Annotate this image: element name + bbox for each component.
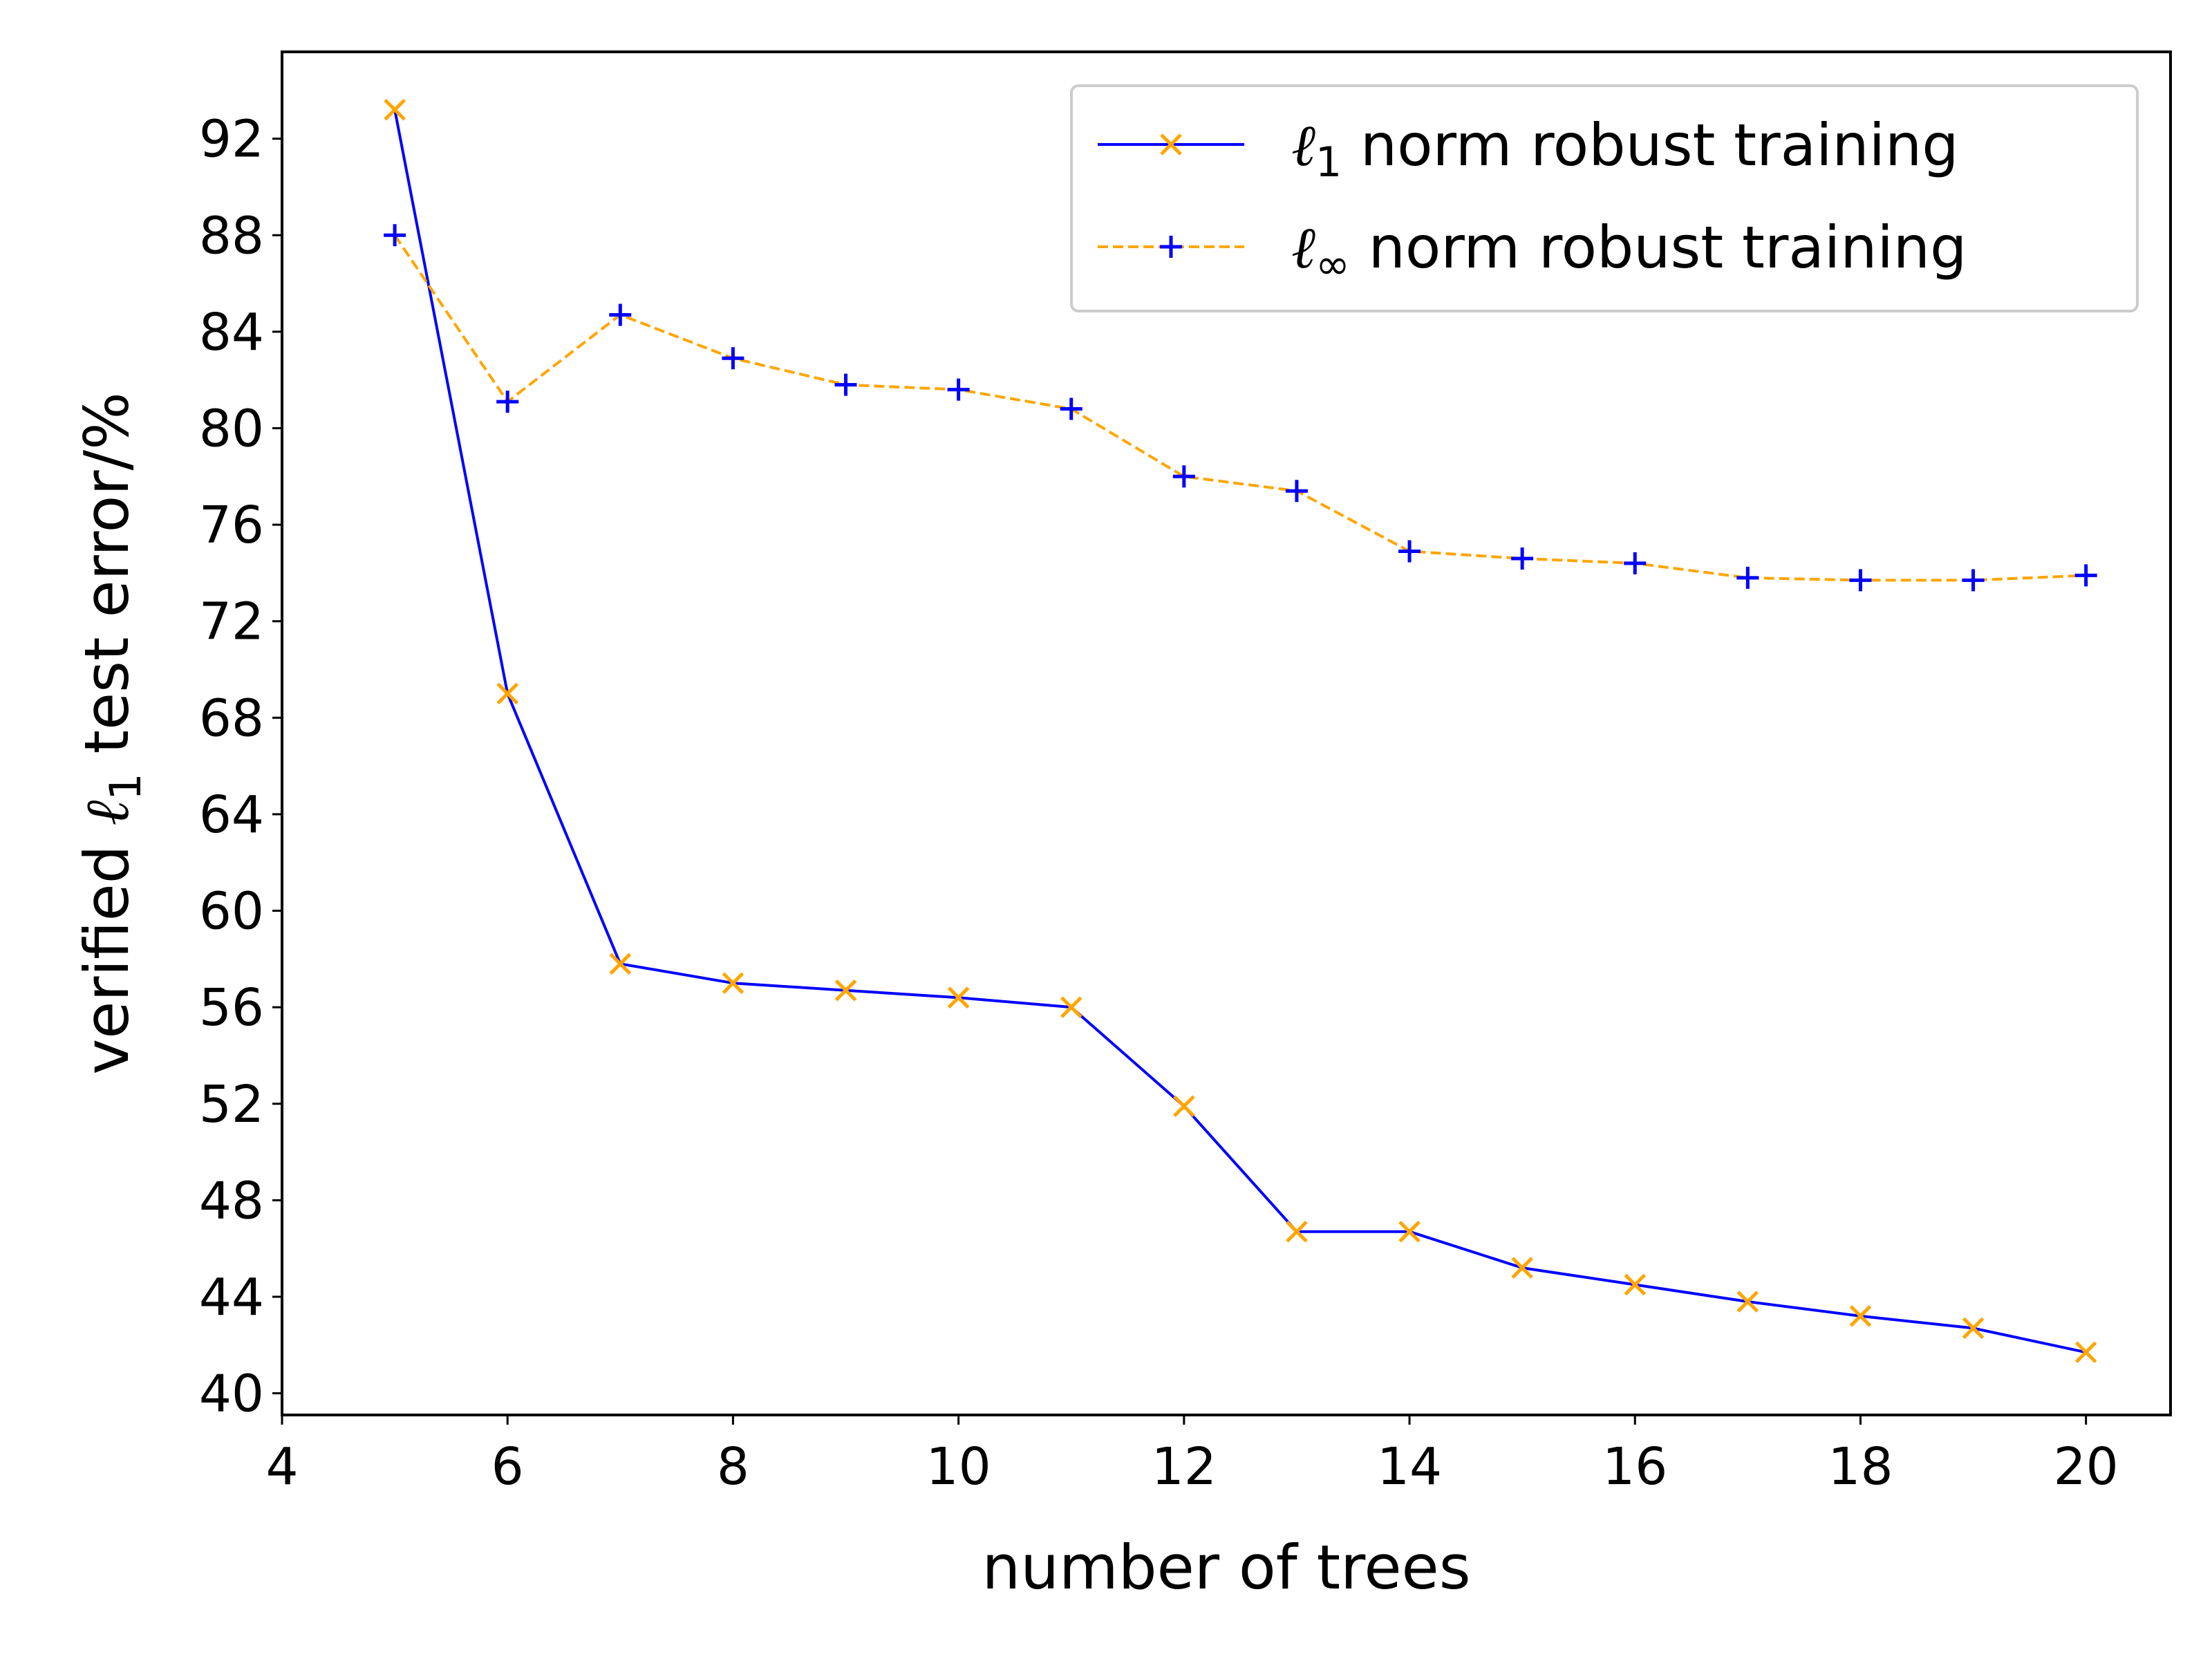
legend-marker xyxy=(1160,236,1182,258)
series-1-point xyxy=(1286,1220,1308,1243)
plot-area xyxy=(281,50,2172,1416)
series-2-point xyxy=(834,373,857,396)
legend: ℓ1 norm robust training ℓ∞ norm robust tr… xyxy=(1070,84,2139,312)
y-tick-label: 48 xyxy=(199,1171,264,1230)
series-2-point xyxy=(1736,566,1759,589)
series-1-point xyxy=(1060,996,1082,1018)
series-1-point xyxy=(496,682,518,705)
series-2-point xyxy=(947,378,970,401)
series-2 xyxy=(384,224,2097,592)
series-2-point xyxy=(384,224,406,247)
series-2-point xyxy=(722,347,744,370)
x-tick-label: 12 xyxy=(1152,1437,1217,1497)
series-2-point xyxy=(1511,547,1534,570)
series-1-point xyxy=(722,972,744,995)
series-2-point xyxy=(496,391,519,413)
series-2-point xyxy=(1060,397,1082,420)
y-tick-label: 88 xyxy=(199,206,264,265)
series-1-point xyxy=(1624,1273,1647,1296)
x-tick-label: 8 xyxy=(717,1437,749,1497)
x-tick-label: 4 xyxy=(265,1437,298,1497)
series-2-point xyxy=(1398,540,1421,563)
x-tick-label: 14 xyxy=(1377,1437,1442,1497)
series-1-point xyxy=(1173,1095,1195,1118)
y-tick-label: 80 xyxy=(199,399,264,458)
series-2-point xyxy=(1285,480,1308,503)
legend-item-1: ℓ1 norm robust training xyxy=(1098,111,1959,187)
x-tick-label: 10 xyxy=(926,1437,991,1497)
series-1-line xyxy=(393,109,2087,1354)
y-tick-label: 60 xyxy=(199,882,264,941)
x-axis-title: number of trees xyxy=(982,1532,1470,1603)
series-1-point xyxy=(1849,1305,1872,1327)
legend-label: ℓ∞ norm robust training xyxy=(1291,214,1967,289)
series-1-point xyxy=(1962,1317,1985,1340)
y-tick-label: 76 xyxy=(199,496,264,555)
y-tick-label: 92 xyxy=(199,110,264,169)
y-tick-label: 52 xyxy=(199,1075,264,1134)
y-tick-label: 84 xyxy=(199,303,264,362)
series-2-line xyxy=(393,234,2086,582)
series-1-point xyxy=(384,98,406,121)
axis-ticks: 4 6 8 10 12 14 16 18 204044485256606468727680848… xyxy=(199,110,2119,1497)
axes-frame xyxy=(281,50,2172,1416)
series-1-point xyxy=(609,953,632,975)
y-tick-label: 64 xyxy=(199,785,264,845)
series-1-point xyxy=(834,979,857,1002)
x-tick-label: 18 xyxy=(1828,1437,1893,1497)
series-1-point xyxy=(1398,1220,1421,1243)
legend-frame xyxy=(1070,84,2139,312)
series-2-point xyxy=(1849,569,1872,592)
legend-marker xyxy=(1160,133,1182,156)
y-tick-label: 44 xyxy=(199,1268,264,1327)
series-2-point xyxy=(2074,564,2097,587)
x-tick-label: 16 xyxy=(1602,1437,1667,1497)
series-2-point xyxy=(1962,569,1985,592)
series-1-point xyxy=(1736,1291,1759,1313)
series-1-point xyxy=(1511,1257,1533,1279)
y-axis-title: verified ℓ1 test error/% xyxy=(71,392,151,1075)
x-tick-label: 20 xyxy=(2054,1437,2119,1497)
series-2-point xyxy=(609,303,632,326)
series-1 xyxy=(384,98,2097,1364)
y-tick-label: 68 xyxy=(199,688,264,748)
y-tick-label: 40 xyxy=(199,1365,264,1424)
series-1-point xyxy=(947,986,970,1009)
legend-label: ℓ1 norm robust training xyxy=(1291,111,1959,187)
y-tick-label: 56 xyxy=(199,978,264,1038)
legend-item-2: ℓ∞ norm robust training xyxy=(1098,214,1967,289)
x-tick-label: 6 xyxy=(491,1437,524,1497)
series-2-point xyxy=(1172,465,1195,488)
series-2-point xyxy=(1624,552,1647,574)
series-1-point xyxy=(2074,1341,2097,1364)
y-tick-label: 72 xyxy=(199,592,264,652)
